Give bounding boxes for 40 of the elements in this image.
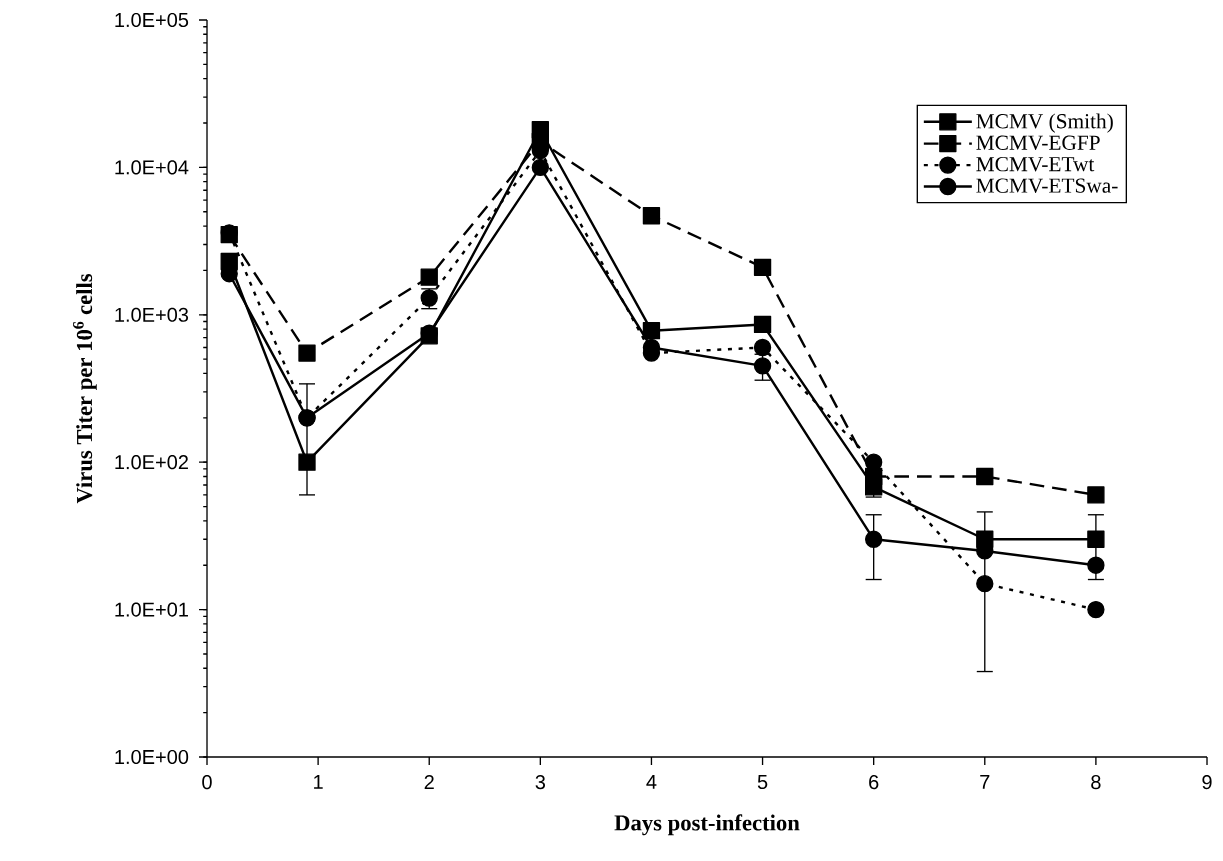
point xyxy=(753,357,772,375)
x-tick-label: 2 xyxy=(424,775,434,789)
x-axis-title: Days post-infection xyxy=(614,814,800,836)
point xyxy=(420,268,438,286)
point xyxy=(753,258,772,276)
y-tick-label: 1.0E+03 xyxy=(115,307,189,322)
x-tick-label: 3 xyxy=(535,775,546,790)
point xyxy=(865,530,883,548)
point xyxy=(753,338,772,357)
x-tick-label: 6 xyxy=(869,775,879,790)
point xyxy=(642,322,661,340)
x-tick-label: 9 xyxy=(1202,775,1212,790)
y-tick-label: 1.0E+00 xyxy=(115,749,189,765)
y-tick-label: 1.0E+02 xyxy=(115,455,188,470)
point xyxy=(976,467,994,486)
x-tick-label: 1 xyxy=(314,775,323,789)
y-tick-label: 1.0E+04 xyxy=(115,160,189,175)
point xyxy=(1087,486,1105,504)
y-tick-label: 1.0E+05 xyxy=(115,12,189,28)
point xyxy=(976,574,994,593)
y-axis-title: Virus Titer per 10$^{6}$ cells xyxy=(73,273,97,504)
x-tick-label: 0 xyxy=(202,775,212,790)
legend-label: MCMV (Smith) xyxy=(976,113,1113,133)
point xyxy=(1087,556,1105,574)
y-tick-label: 1.0E+01 xyxy=(115,602,188,617)
point xyxy=(298,344,316,362)
point xyxy=(1087,530,1105,548)
legend-label: MCMV-EGFP xyxy=(976,135,1100,150)
point xyxy=(531,158,550,177)
point xyxy=(642,207,661,225)
x-tick-label: 4 xyxy=(646,775,657,789)
x-tick-label: 5 xyxy=(757,775,768,789)
point xyxy=(865,467,883,486)
x-tick-label: 8 xyxy=(1091,775,1101,790)
legend-label: MCMV-ETwt xyxy=(976,157,1095,172)
point xyxy=(298,453,316,471)
point xyxy=(753,315,772,334)
x-tick-label: 7 xyxy=(980,775,990,789)
point xyxy=(1087,600,1105,619)
legend-label: MCMV-ETSwa- xyxy=(976,178,1118,193)
